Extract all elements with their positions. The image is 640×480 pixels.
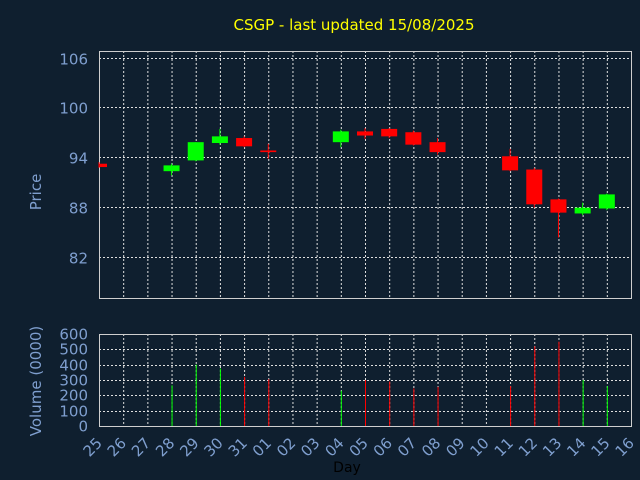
x-axis-label: Day xyxy=(333,460,361,476)
chart-title: CSGP - last updated 15/08/2025 xyxy=(233,16,474,34)
candle-body xyxy=(502,156,519,171)
volume-tick-label: 0 xyxy=(78,418,88,436)
candle-body xyxy=(187,142,204,161)
price-tick-label: 94 xyxy=(69,150,88,168)
candle-body xyxy=(598,194,615,209)
candle-body xyxy=(211,136,228,144)
price-panel-frame xyxy=(99,51,632,299)
candle-body xyxy=(99,163,107,168)
price-axis-label: Price xyxy=(27,174,45,211)
candle-body xyxy=(405,132,422,145)
volume-tick-label: 500 xyxy=(59,341,88,359)
candle-body xyxy=(429,142,446,153)
price-panel: 82 88 94 100 106 xyxy=(59,51,632,299)
x-tick-labels: 2526272829303101020304050607080910111213… xyxy=(80,434,638,460)
volume-panel-frame xyxy=(99,334,632,427)
volume-tick-label: 600 xyxy=(59,326,88,344)
candle-body xyxy=(526,169,543,205)
volume-axis-label: Volume (0000) xyxy=(27,326,45,436)
candle-body xyxy=(163,165,180,172)
candle-body xyxy=(260,150,277,153)
candle-body xyxy=(357,131,373,136)
volume-tick-label: 400 xyxy=(59,357,88,375)
price-tick-label: 82 xyxy=(69,250,88,268)
price-tick-label: 106 xyxy=(59,51,88,69)
volume-tick-label: 300 xyxy=(59,372,88,390)
candle-body xyxy=(574,207,591,214)
volume-tick-label: 100 xyxy=(59,403,88,421)
candle-body xyxy=(332,131,349,143)
candle-body xyxy=(236,138,253,147)
candle-body xyxy=(550,199,567,213)
price-tick-label: 88 xyxy=(69,200,88,218)
volume-tick-label: 200 xyxy=(59,387,88,405)
candle-body xyxy=(381,128,398,137)
price-tick-label: 100 xyxy=(59,100,88,118)
